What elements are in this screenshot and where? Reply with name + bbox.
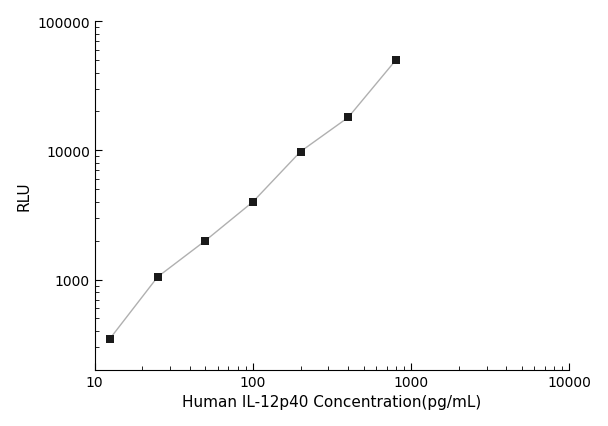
Point <box>201 238 210 245</box>
Point <box>248 199 258 206</box>
Point <box>153 274 162 281</box>
Point <box>344 115 353 121</box>
Y-axis label: RLU: RLU <box>16 181 32 211</box>
Point <box>391 58 401 64</box>
Point <box>105 335 115 342</box>
Point <box>295 149 305 155</box>
X-axis label: Human IL-12p40 Concentration(pg/mL): Human IL-12p40 Concentration(pg/mL) <box>182 394 482 409</box>
